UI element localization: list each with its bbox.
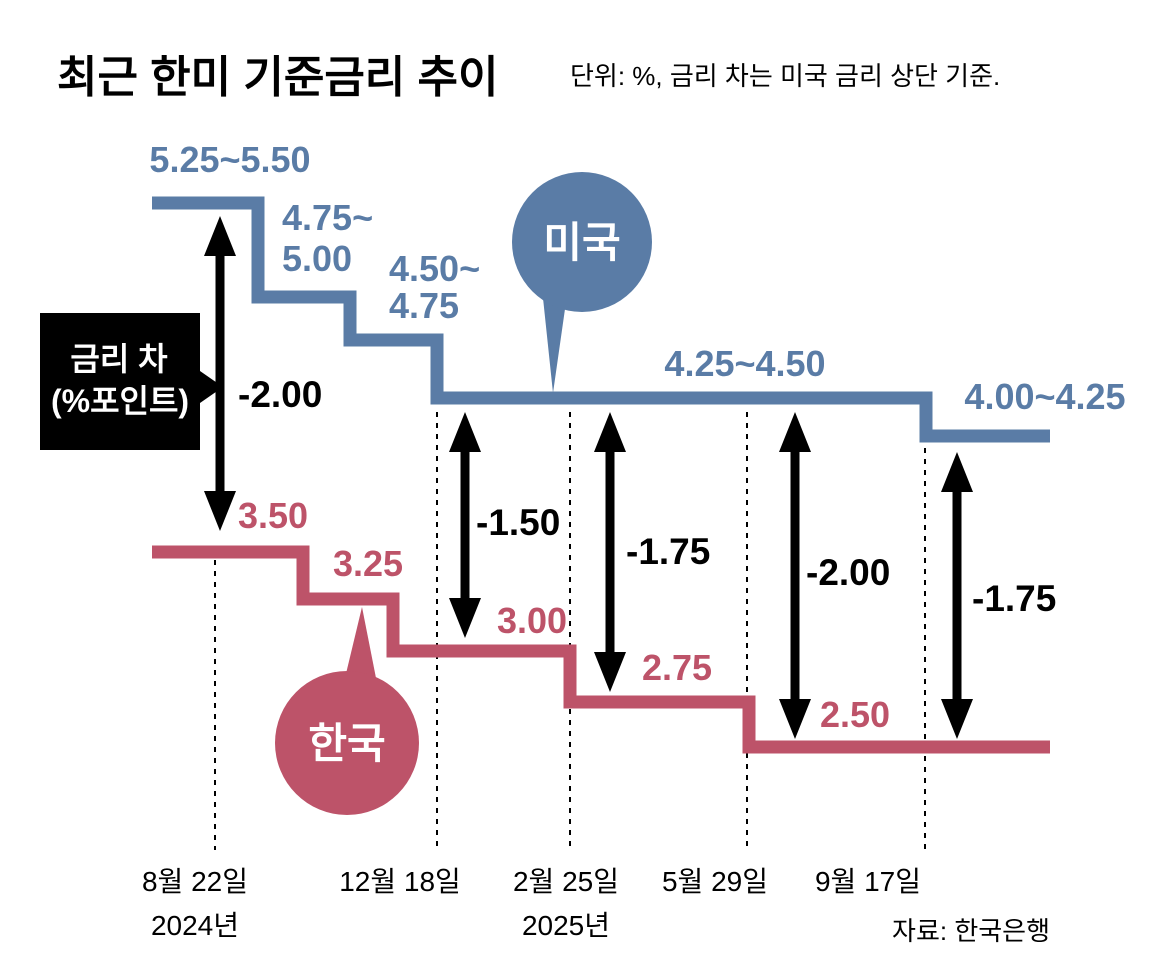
- arrow-down-head-icon: [204, 491, 236, 531]
- us-rate-label-2a: 4.75~: [282, 197, 373, 238]
- kr-rate-label-3: 3.00: [497, 600, 567, 641]
- gap-callout-pointer-icon: [200, 371, 223, 403]
- arrow-up-head-icon: [779, 412, 811, 452]
- us-rate-label-2b: 5.00: [282, 238, 352, 279]
- gap-callout-line1: 금리 차: [70, 341, 168, 377]
- us-bubble: 미국: [512, 172, 652, 393]
- arrow-down-head-icon: [779, 699, 811, 739]
- axis-tick-year-2024: 2024년: [151, 910, 239, 941]
- kr-rate-label-1: 3.50: [238, 495, 308, 536]
- arrow-up-head-icon: [204, 216, 236, 256]
- us-rate-label-5: 4.00~4.25: [964, 376, 1125, 417]
- gap-value-label-4: -2.00: [806, 552, 890, 593]
- arrow-up-head-icon: [449, 412, 481, 452]
- arrow-down-head-icon: [594, 652, 626, 692]
- kr-bubble-label: 한국: [308, 720, 385, 767]
- us-rate-label-4: 4.25~4.50: [664, 343, 825, 384]
- gap-arrow-5: [941, 452, 973, 739]
- axis-tick-dec-18: 12월 18일: [339, 866, 461, 897]
- us-bubble-circle: [512, 172, 652, 312]
- axis-tick-may-29: 5월 29일: [662, 866, 768, 897]
- kr-rate-label-4: 2.75: [642, 647, 712, 688]
- axis-tick-feb-25: 2월 25일: [513, 866, 619, 897]
- us-rate-label-1: 5.25~5.50: [149, 139, 310, 180]
- gap-value-label-3: -1.75: [626, 531, 710, 572]
- gap-value-label-1: -2.00: [238, 374, 322, 415]
- kr-rate-label-2: 3.25: [333, 543, 403, 584]
- arrow-down-head-icon: [449, 598, 481, 638]
- us-rate-label-3b: 4.75: [389, 285, 459, 326]
- gap-arrow-1: [204, 216, 236, 531]
- axis-tick-year-2025: 2025년: [522, 910, 610, 941]
- gap-callout-line2: (%포인트): [51, 383, 189, 419]
- gap-arrow-4: [779, 412, 811, 739]
- gap-arrow-2: [449, 412, 481, 638]
- us-rate-label-3a: 4.50~: [389, 248, 480, 289]
- gap-callout: 금리 차 (%포인트): [40, 313, 223, 450]
- us-rate-line: [152, 196, 1050, 443]
- kr-rate-line: [152, 545, 1050, 754]
- kr-bubble-circle: [275, 671, 419, 815]
- arrow-up-head-icon: [594, 412, 626, 452]
- arrow-up-head-icon: [941, 452, 973, 492]
- gap-value-label-5: -1.75: [972, 578, 1056, 619]
- kr-bubble-tail-icon: [344, 607, 376, 682]
- gap-arrow-3: [594, 412, 626, 692]
- kr-rate-label-5: 2.50: [820, 694, 890, 735]
- arrow-down-head-icon: [941, 699, 973, 739]
- gap-callout-box: [40, 313, 200, 450]
- gap-value-label-2: -1.50: [476, 502, 560, 543]
- kr-bubble: 한국: [275, 607, 419, 815]
- axis-tick-aug-22: 8월 22일: [142, 866, 248, 897]
- chart-title: 최근 한미 기준금리 추이: [57, 53, 498, 102]
- source-note: 자료: 한국은행: [892, 916, 1050, 946]
- axis-tick-sep-17: 9월 17일: [815, 866, 921, 897]
- chart-subtitle: 단위: %, 금리 차는 미국 금리 상단 기준.: [570, 61, 1000, 91]
- us-bubble-label: 미국: [543, 219, 620, 266]
- us-bubble-tail-icon: [543, 295, 567, 393]
